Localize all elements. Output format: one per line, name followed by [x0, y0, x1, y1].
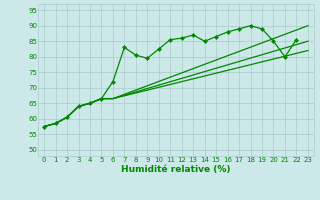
X-axis label: Humidité relative (%): Humidité relative (%): [121, 165, 231, 174]
